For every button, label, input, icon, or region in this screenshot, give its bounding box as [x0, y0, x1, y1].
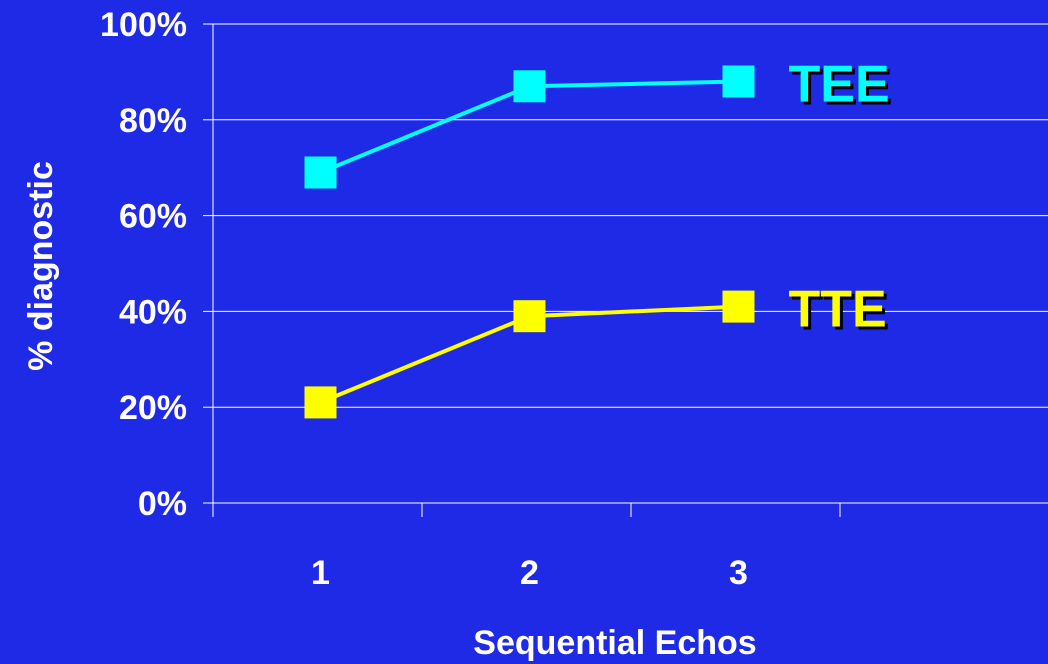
- y-tick-label: 100%: [100, 6, 187, 44]
- x-tick-label: 1: [311, 554, 330, 592]
- series-label-tte: TTE: [789, 281, 887, 339]
- labels: 0% 20% 40% 60% 80% 100% 1 2 3 Sequential Echos % d…: [22, 6, 893, 662]
- x-axis-title: Sequential Echos: [473, 624, 756, 662]
- series-label-shadow: TEE: [792, 58, 893, 116]
- gridlines: [213, 23, 1048, 408]
- data-point-tee: [722, 65, 755, 98]
- series-label-shadow: TTE: [792, 284, 890, 342]
- y-axis-title: % diagnostic: [22, 161, 60, 371]
- data-point-tte: [513, 300, 546, 333]
- x-tick-label: 2: [520, 554, 539, 592]
- y-tick-label: 40%: [119, 293, 187, 331]
- series-layer: [304, 65, 755, 419]
- data-point-tee: [304, 156, 337, 189]
- data-point-tte: [722, 290, 755, 323]
- x-tick-label: 3: [729, 554, 748, 592]
- y-tick-label: 80%: [119, 102, 187, 140]
- series-label-tee: TEE: [789, 55, 890, 113]
- axes: [203, 23, 1048, 517]
- y-tick-label: 20%: [119, 389, 187, 427]
- y-tick-label: 60%: [119, 198, 187, 236]
- y-tick-label: 0%: [138, 485, 187, 523]
- data-point-tte: [304, 386, 337, 419]
- data-point-tee: [513, 70, 546, 103]
